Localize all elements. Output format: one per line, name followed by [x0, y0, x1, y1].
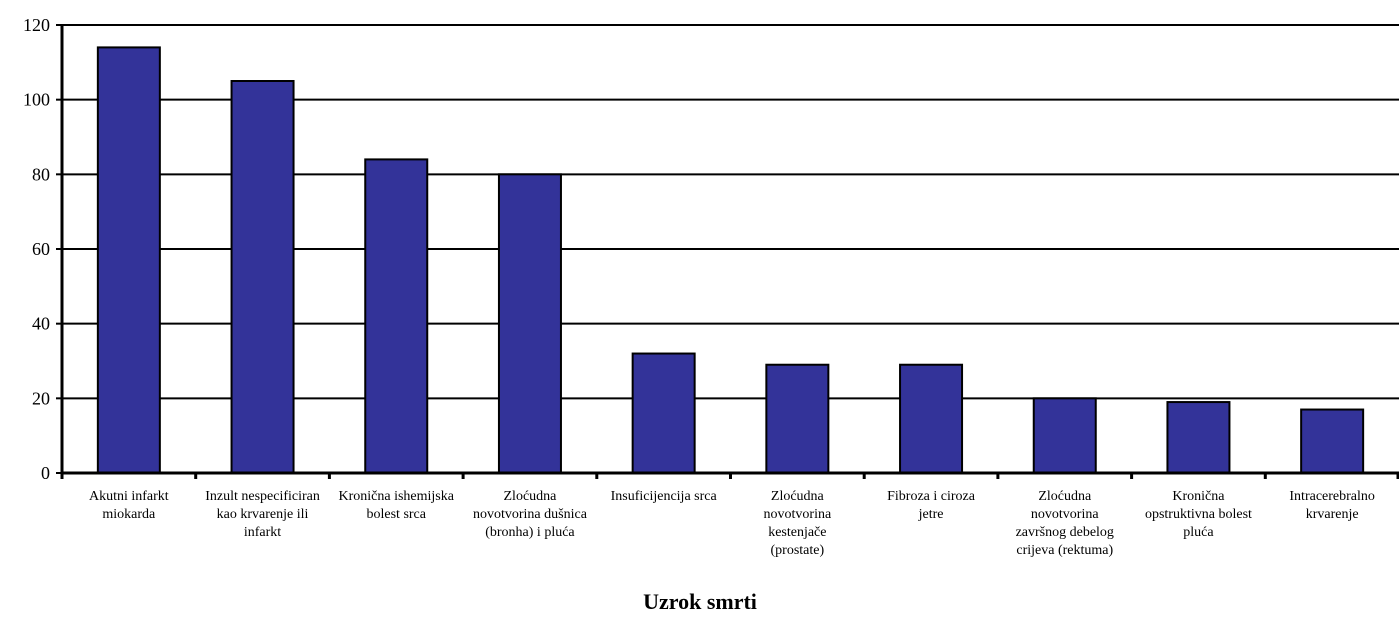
x-axis-title: Uzrok smrti	[643, 589, 757, 614]
bar	[765, 363, 830, 475]
y-tick-label: 100	[23, 90, 50, 110]
x-tick-label-line: Kronična ishemijska	[339, 489, 455, 504]
x-tick-label-line: Fibroza i ciroza	[887, 489, 976, 504]
x-tick-label-line: kestenjače	[768, 525, 826, 540]
bar	[1032, 397, 1097, 475]
y-tick-label: 40	[32, 314, 50, 334]
bars	[96, 46, 1365, 475]
x-tick-label-line: bolest srca	[367, 507, 427, 522]
x-tick-label-line: opstruktivna bolest	[1145, 507, 1252, 522]
x-tick-label-line: jetre	[918, 507, 944, 522]
x-tick-label-line: novotvorina	[1031, 507, 1099, 522]
x-tick-label-line: kao krvarenje ili	[217, 507, 309, 522]
bar	[1166, 401, 1231, 475]
x-tick-label-line: Kronična	[1172, 489, 1225, 504]
x-tick-label: Kronična ishemijska bolest srca	[339, 489, 455, 522]
x-tick-label-line: Akutni infarkt	[89, 489, 169, 504]
bar	[631, 352, 696, 474]
bar	[230, 80, 295, 474]
x-tick-label-line: (bronha) i pluća	[485, 525, 575, 540]
x-tick-label-line: Zloćudna	[1038, 489, 1092, 504]
x-tick-label: Inzult nespecificiran kao krvarenje ili in…	[205, 489, 320, 540]
x-tick-label-line: Inzult nespecificiran	[205, 489, 320, 504]
bar	[899, 363, 964, 475]
x-tick-label: Zloćudna novotvorina završnog debelog crije…	[1016, 489, 1114, 558]
x-tick-label-line: krvarenje	[1306, 507, 1359, 522]
x-tick-label-line: Insuficijencija srca	[611, 489, 718, 504]
y-tick-labels: 0 20 40 60 80 100 120	[23, 15, 50, 483]
x-tick-label: Insuficijencija srca	[611, 489, 718, 504]
y-tick-label: 0	[41, 463, 50, 483]
bar	[364, 158, 429, 474]
axes	[56, 24, 1399, 479]
y-tick-label: 120	[23, 15, 50, 35]
x-tick-label-line: Intracerebralno	[1289, 489, 1375, 504]
x-tick-label-line: novotvorina dušnica	[473, 507, 588, 522]
x-tick-label-line: crijeva (rektuma)	[1016, 543, 1113, 558]
x-tick-label-line: Zloćudna	[504, 489, 558, 504]
x-tick-label: Fibroza i ciroza jetre	[887, 489, 976, 522]
bar	[96, 46, 161, 475]
y-tick-label: 60	[32, 239, 50, 259]
x-tick-label: Intracerebralno krvarenje	[1289, 489, 1375, 522]
bar	[497, 173, 562, 474]
x-tick-label: Zloćudna novotvorina kestenjače (prostate)	[764, 489, 832, 558]
y-tick-label: 20	[32, 388, 50, 408]
x-tick-label-line: završnog debelog	[1016, 525, 1114, 540]
bar	[1300, 408, 1365, 474]
x-tick-label: Zloćudna novotvorina dušnica (bronha) i pl…	[473, 489, 588, 540]
x-tick-label: Kronična opstruktivna bolest pluća	[1145, 489, 1252, 540]
x-tick-labels: Akutni infarkt miokarda Inzult nespecifici…	[89, 489, 1375, 558]
x-tick-label-line: pluća	[1183, 525, 1214, 540]
y-tick-label: 80	[32, 164, 50, 184]
x-tick-label-line: (prostate)	[771, 543, 825, 558]
x-tick-label-line: novotvorina	[764, 507, 832, 522]
x-tick-label: Akutni infarkt miokarda	[89, 489, 169, 522]
x-tick-label-line: infarkt	[244, 525, 281, 540]
x-tick-label-line: miokarda	[102, 507, 156, 522]
x-tick-label-line: Zloćudna	[771, 489, 825, 504]
